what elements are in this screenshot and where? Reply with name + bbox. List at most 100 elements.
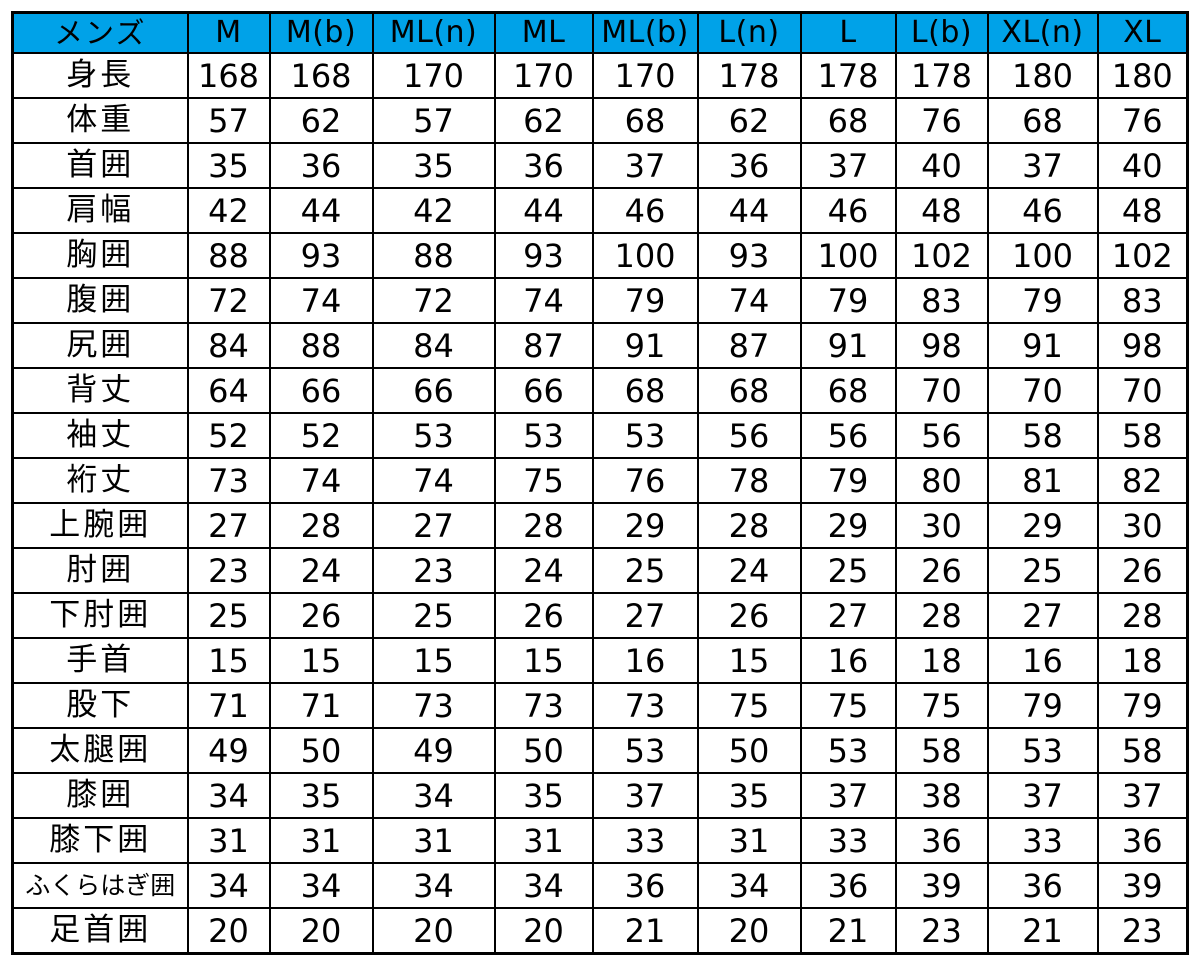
table-cell: 30 <box>1096 502 1189 549</box>
header-col-lb: L(b) <box>894 11 989 54</box>
table-cell: 74 <box>493 277 594 324</box>
table-cell: 26 <box>268 592 374 639</box>
table-cell: 37 <box>591 142 699 189</box>
table-cell: 73 <box>186 457 271 504</box>
table-row: 足首囲 20 20 20 20 21 20 21 23 21 23 <box>11 907 1189 955</box>
table-cell: 78 <box>696 457 802 504</box>
table-cell: 62 <box>268 97 374 144</box>
row-label: 腹囲 <box>11 277 189 324</box>
table-cell: 44 <box>493 187 594 234</box>
table-cell: 15 <box>268 637 374 684</box>
table-cell: 15 <box>186 637 271 684</box>
table-row: 上腕囲 27 28 27 28 29 28 29 30 29 30 <box>11 502 1189 549</box>
table-cell: 56 <box>799 412 897 459</box>
table-cell: 29 <box>799 502 897 549</box>
table-row: 肩幅 42 44 42 44 46 44 46 48 46 48 <box>11 187 1189 234</box>
table-cell: 79 <box>591 277 699 324</box>
table-cell: 34 <box>371 862 496 909</box>
row-label: 膝下囲 <box>11 817 189 864</box>
table-cell: 49 <box>186 727 271 774</box>
table-cell: 98 <box>1096 322 1189 369</box>
table-cell: 73 <box>371 682 496 729</box>
table-cell: 24 <box>268 547 374 594</box>
table-cell: 87 <box>696 322 802 369</box>
table-cell: 20 <box>696 907 802 955</box>
table-cell: 48 <box>1096 187 1189 234</box>
table-row: 太腿囲 49 50 49 50 53 50 53 58 53 58 <box>11 727 1189 774</box>
table-cell: 36 <box>696 142 802 189</box>
table-cell: 34 <box>371 772 496 819</box>
table-cell: 35 <box>371 142 496 189</box>
table-cell: 37 <box>799 772 897 819</box>
table-cell: 29 <box>986 502 1099 549</box>
table-cell: 18 <box>894 637 989 684</box>
table-cell: 37 <box>986 142 1099 189</box>
table-cell: 75 <box>696 682 802 729</box>
table-cell: 23 <box>186 547 271 594</box>
table-cell: 83 <box>1096 277 1189 324</box>
table-cell: 74 <box>268 277 374 324</box>
table-cell: 36 <box>894 817 989 864</box>
table-cell: 168 <box>268 52 374 99</box>
table-cell: 34 <box>493 862 594 909</box>
table-cell: 26 <box>1096 547 1189 594</box>
table-cell: 49 <box>371 727 496 774</box>
row-label: 身長 <box>11 52 189 99</box>
table-cell: 44 <box>268 187 374 234</box>
table-cell: 87 <box>493 322 594 369</box>
table-row: 手首 15 15 15 15 16 15 16 18 16 18 <box>11 637 1189 684</box>
table-cell: 20 <box>493 907 594 955</box>
table-cell: 50 <box>268 727 374 774</box>
row-label: 上腕囲 <box>11 502 189 549</box>
table-cell: 100 <box>591 232 699 279</box>
row-label: 下肘囲 <box>11 592 189 639</box>
row-label: 胸囲 <box>11 232 189 279</box>
table-cell: 36 <box>1096 817 1189 864</box>
header-corner-label: メンズ <box>11 11 189 54</box>
table-cell: 15 <box>696 637 802 684</box>
table-cell: 84 <box>186 322 271 369</box>
table-row: 尻囲 84 88 84 87 91 87 91 98 91 98 <box>11 322 1189 369</box>
table-cell: 178 <box>799 52 897 99</box>
table-cell: 75 <box>799 682 897 729</box>
header-col-xl: XL <box>1096 11 1189 54</box>
table-cell: 79 <box>1096 682 1189 729</box>
table-cell: 84 <box>371 322 496 369</box>
table-cell: 93 <box>696 232 802 279</box>
row-label: ふくらはぎ囲 <box>11 862 189 909</box>
table-cell: 71 <box>186 682 271 729</box>
table-cell: 170 <box>371 52 496 99</box>
table-cell: 46 <box>986 187 1099 234</box>
table-cell: 36 <box>268 142 374 189</box>
table-row: 肘囲 23 24 23 24 25 24 25 26 25 26 <box>11 547 1189 594</box>
table-cell: 46 <box>591 187 699 234</box>
table-cell: 44 <box>696 187 802 234</box>
table-cell: 35 <box>186 142 271 189</box>
table-cell: 26 <box>493 592 594 639</box>
table-cell: 31 <box>268 817 374 864</box>
table-cell: 16 <box>591 637 699 684</box>
table-cell: 83 <box>894 277 989 324</box>
table-cell: 70 <box>1096 367 1189 414</box>
table-cell: 28 <box>493 502 594 549</box>
table-cell: 170 <box>591 52 699 99</box>
table-cell: 31 <box>696 817 802 864</box>
table-cell: 35 <box>268 772 374 819</box>
table-cell: 102 <box>1096 232 1189 279</box>
table-cell: 100 <box>986 232 1099 279</box>
table-cell: 50 <box>696 727 802 774</box>
row-label: 裄丈 <box>11 457 189 504</box>
table-cell: 58 <box>894 727 989 774</box>
table-cell: 39 <box>894 862 989 909</box>
table-cell: 25 <box>986 547 1099 594</box>
table-cell: 15 <box>493 637 594 684</box>
table-cell: 50 <box>493 727 594 774</box>
table-row: 身長 168 168 170 170 170 178 178 178 180 180 <box>11 52 1189 99</box>
table-cell: 40 <box>1096 142 1189 189</box>
table-cell: 37 <box>591 772 699 819</box>
table-cell: 73 <box>591 682 699 729</box>
row-label: 太腿囲 <box>11 727 189 774</box>
table-cell: 79 <box>799 457 897 504</box>
table-cell: 42 <box>371 187 496 234</box>
table-cell: 79 <box>986 682 1099 729</box>
